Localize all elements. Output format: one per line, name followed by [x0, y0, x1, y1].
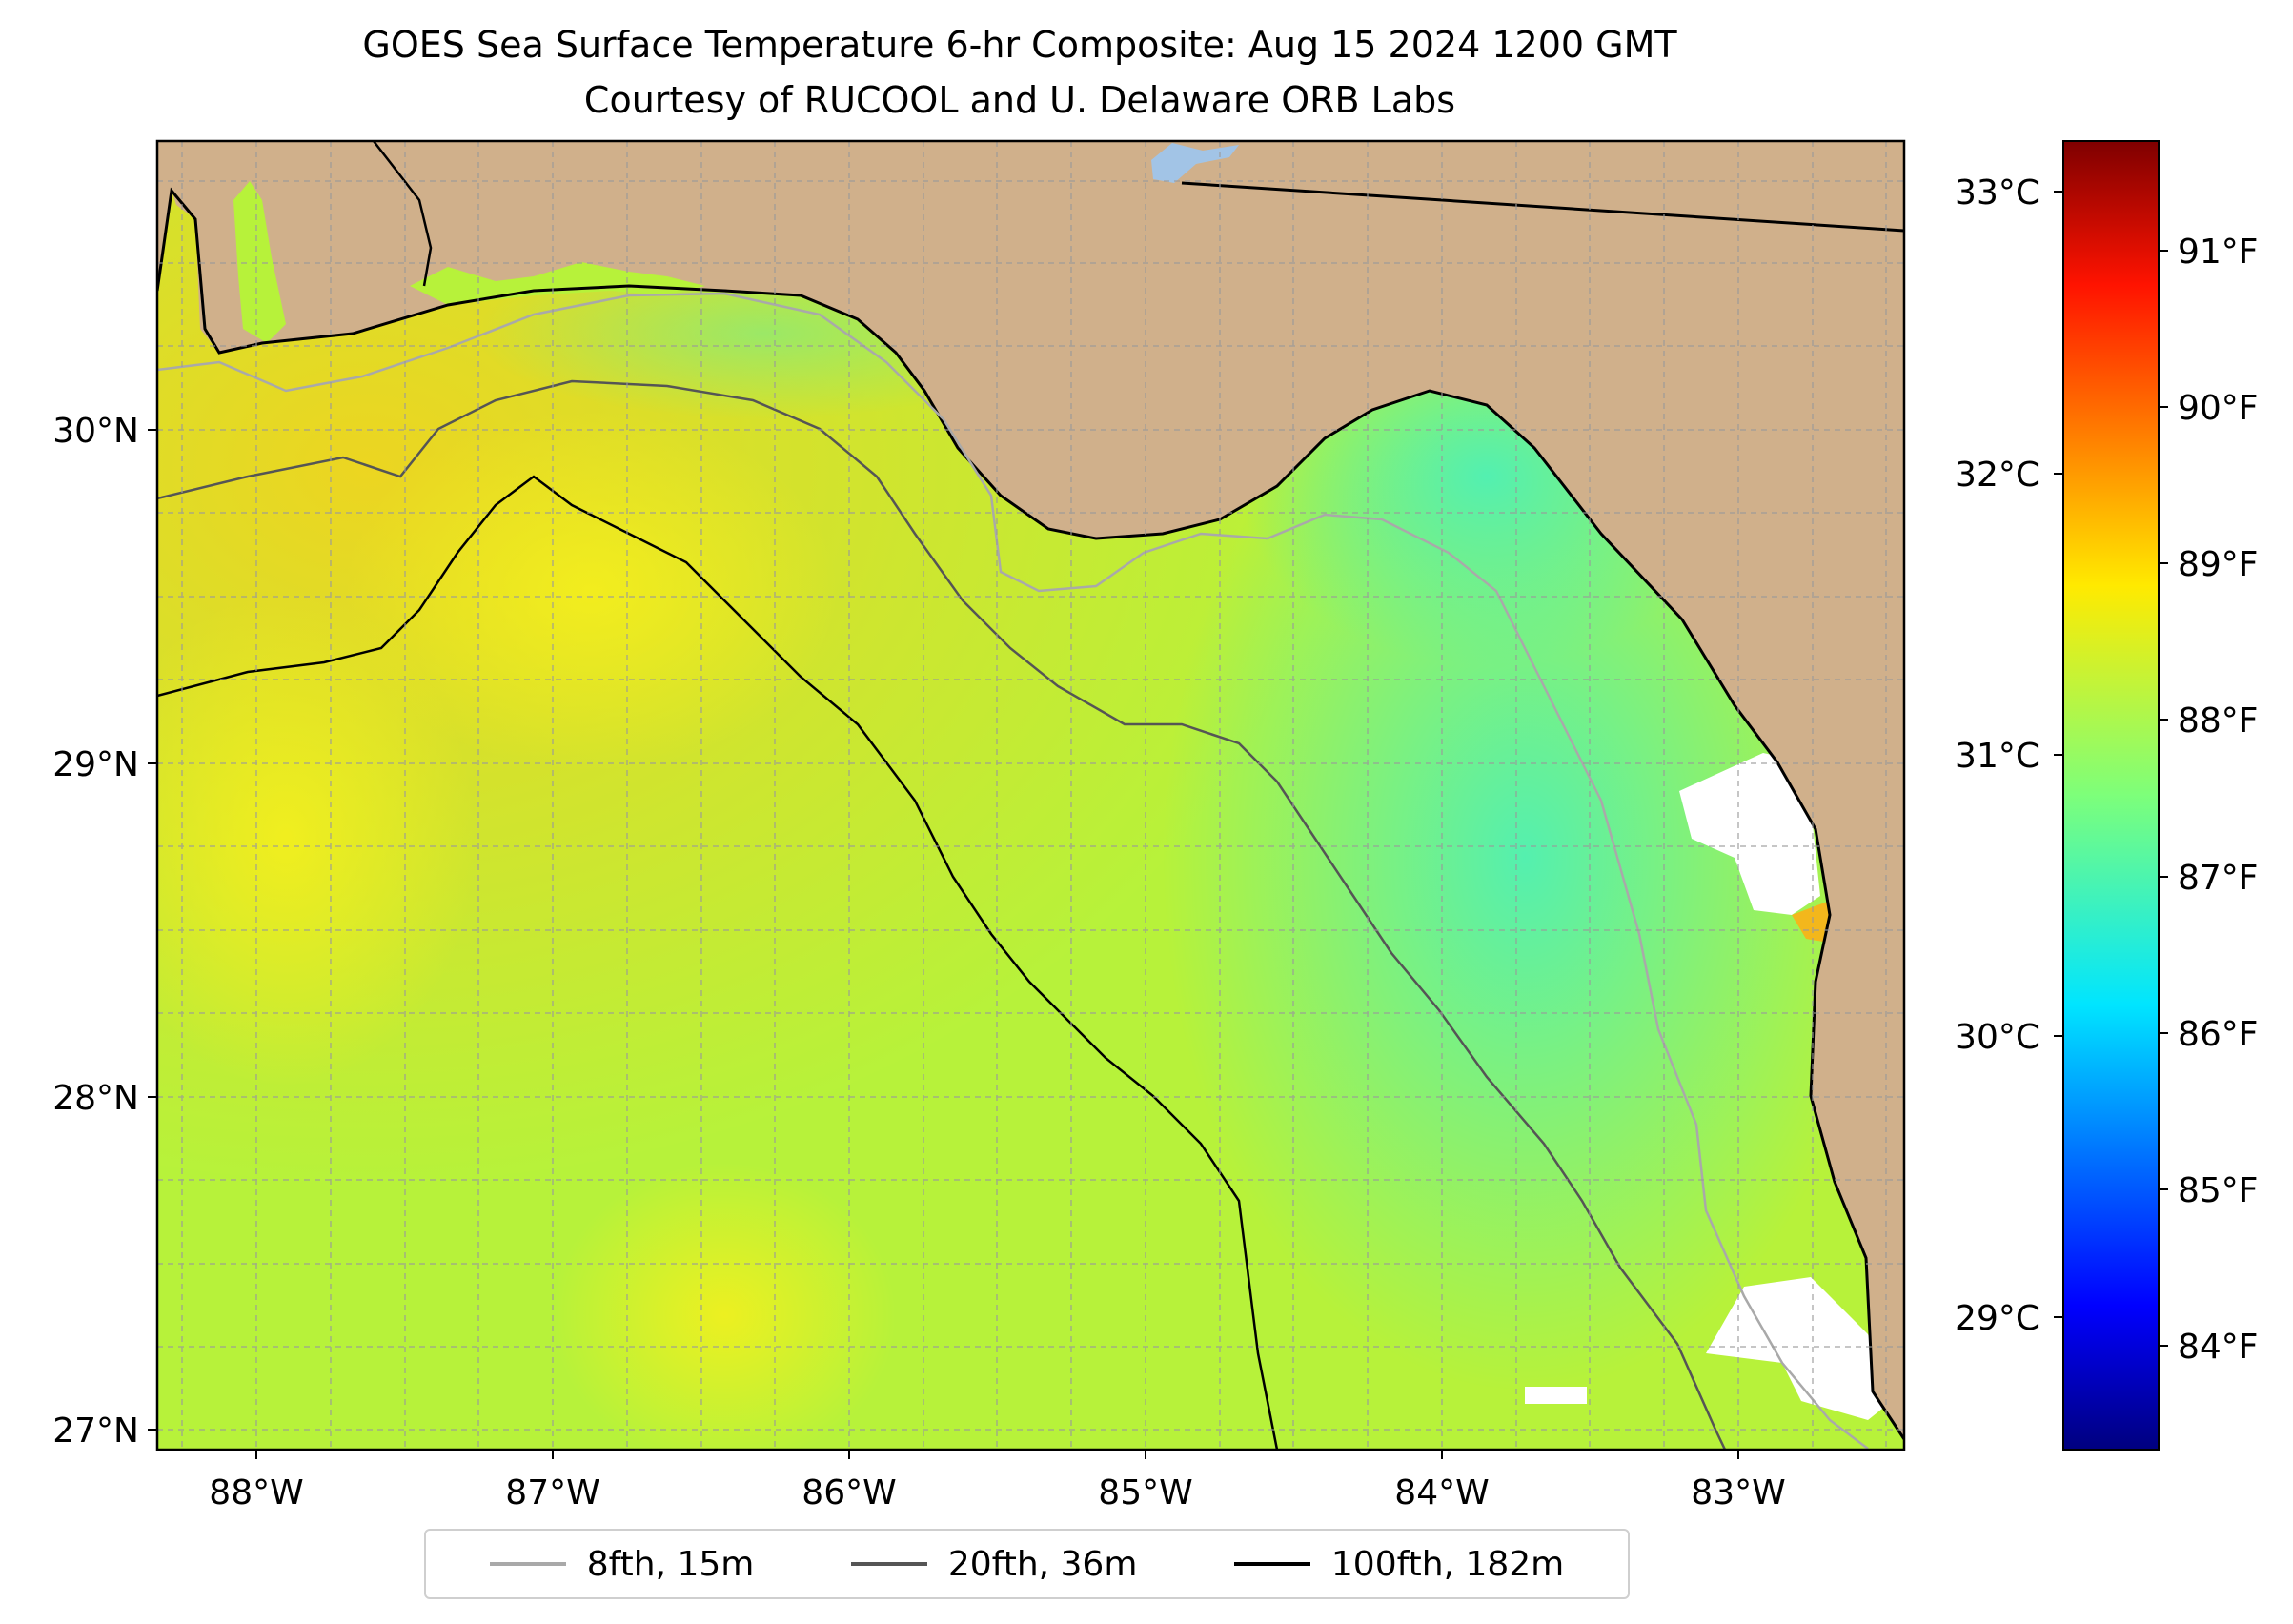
legend-item-100fth: 100fth, 182m — [1233, 1544, 1565, 1584]
coastline — [157, 187, 1904, 1440]
colorbar-fahrenheit-label: 85°F — [2178, 1171, 2259, 1210]
isobath-100fth — [157, 475, 1279, 1450]
map-title: GOES Sea Surface Temperature 6-hr Compos… — [362, 24, 1677, 66]
isobath-legend: 8fth, 15m 20fth, 36m 100fth, 182m — [424, 1529, 1630, 1599]
state-border — [1181, 181, 1904, 233]
map-subtitle: Courtesy of RUCOOL and U. Delaware ORB L… — [583, 79, 1456, 121]
lat-tick-label: 30°N — [52, 412, 139, 451]
legend-item-8fth: 8fth, 15m — [489, 1544, 755, 1584]
colorbar-celsius-label: 33°C — [1955, 173, 2039, 213]
sst-warm-southwest — [157, 591, 477, 1086]
colorbar-fahrenheit-label: 89°F — [2178, 545, 2259, 584]
gridlines — [157, 141, 1904, 1450]
colorbar-celsius-label: 31°C — [1955, 737, 2039, 776]
no-data-patch-north — [1679, 753, 1820, 915]
lat-tick-label: 29°N — [52, 745, 139, 784]
axis-ticks — [148, 429, 1739, 1459]
lon-tick-label: 87°W — [505, 1473, 599, 1512]
colorbar-ticks — [2054, 191, 2168, 1347]
legend-line-20fth — [850, 1562, 927, 1566]
sst-warm-south — [553, 1163, 896, 1450]
legend-item-20fth: 20fth, 36m — [850, 1544, 1138, 1584]
colorbar — [2062, 140, 2160, 1451]
colorbar-fahrenheit-label: 91°F — [2178, 233, 2259, 272]
colorbar-celsius-label: 30°C — [1955, 1018, 2039, 1057]
colorbar-fahrenheit-label: 88°F — [2178, 701, 2259, 741]
panhandle-bays — [410, 262, 705, 305]
isobath-20fth — [157, 379, 1727, 1450]
isobath-8fth — [157, 292, 1869, 1450]
colorbar-fahrenheit-label: 84°F — [2178, 1328, 2259, 1367]
no-data-speck — [1525, 1387, 1587, 1404]
legend-label: 8fth, 15m — [586, 1544, 755, 1584]
map-area — [157, 141, 1904, 1450]
legend-label: 100fth, 182m — [1330, 1544, 1565, 1584]
sst-warm-core — [343, 410, 839, 772]
lon-tick-label: 83°W — [1691, 1473, 1785, 1512]
lon-tick-label: 86°W — [802, 1473, 896, 1512]
legend-label: 20fth, 36m — [947, 1544, 1138, 1584]
legend-line-100fth — [1233, 1562, 1310, 1566]
lon-tick-label: 84°W — [1394, 1473, 1489, 1512]
lat-tick-label: 28°N — [52, 1079, 139, 1118]
map-frame — [155, 139, 1906, 1451]
colorbar-celsius-label: 29°C — [1955, 1299, 2039, 1338]
lat-tick-label: 27°N — [52, 1411, 139, 1451]
mobile-bay — [233, 181, 286, 343]
lon-tick-label: 88°W — [209, 1473, 303, 1512]
colorbar-celsius-label: 32°C — [1955, 456, 2039, 495]
colorbar-fahrenheit-label: 87°F — [2178, 859, 2259, 898]
land-mass — [157, 141, 1904, 1439]
lon-tick-label: 85°W — [1098, 1473, 1192, 1512]
legend-line-8fth — [489, 1562, 566, 1566]
lake — [1151, 143, 1239, 183]
colorbar-fahrenheit-label: 90°F — [2178, 389, 2259, 428]
river-line — [373, 141, 433, 287]
colorbar-fahrenheit-label: 86°F — [2178, 1015, 2259, 1054]
